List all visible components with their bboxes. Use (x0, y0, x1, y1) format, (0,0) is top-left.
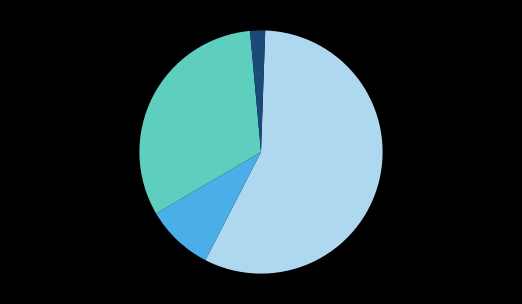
Wedge shape (206, 30, 383, 274)
Wedge shape (156, 152, 261, 260)
Wedge shape (250, 30, 265, 152)
Wedge shape (139, 31, 261, 213)
